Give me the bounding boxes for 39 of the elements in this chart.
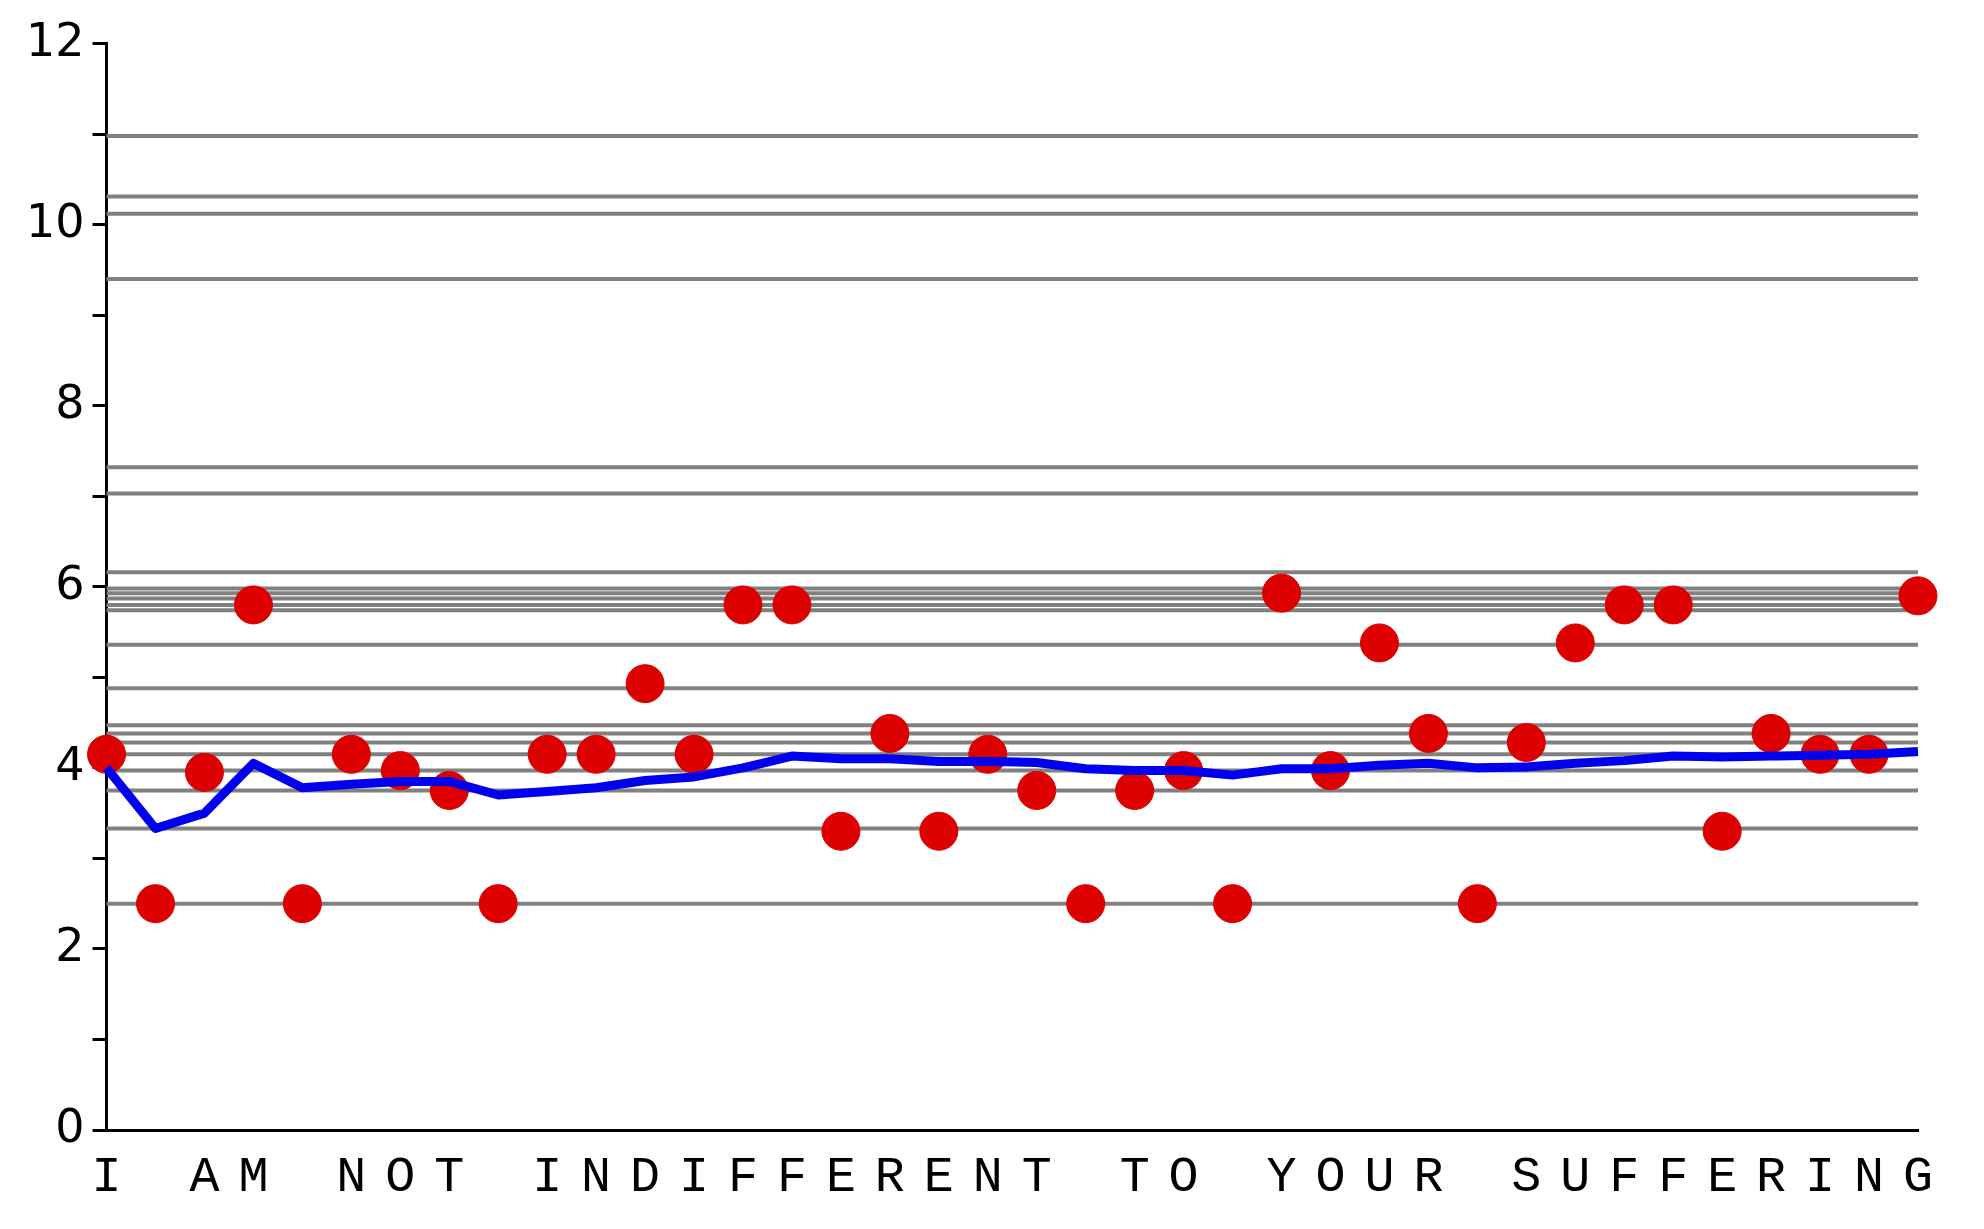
x-tick-label: U [1364, 1149, 1395, 1207]
x-tick-label: D [630, 1149, 661, 1207]
x-tick-label: F [727, 1149, 758, 1207]
x-tick-label: R [1413, 1149, 1444, 1207]
x-tick-label: F [776, 1149, 807, 1207]
x-tick-label: N [1854, 1149, 1885, 1207]
y-tick-label: 10 [25, 193, 85, 248]
x-tick-label: R [874, 1149, 905, 1207]
x-tick-label: A [189, 1149, 220, 1207]
x-tick-label: N [972, 1149, 1003, 1207]
y-tick-label: 12 [25, 12, 85, 67]
x-tick-label: I [91, 1149, 122, 1207]
x-tick-label: Y [1266, 1149, 1297, 1207]
x-tick-label: I [1805, 1149, 1836, 1207]
x-tick-label: N [581, 1149, 612, 1207]
x-tick-label: I [679, 1149, 710, 1207]
x-tick-label: M [238, 1149, 269, 1207]
x-tick-label: G [1902, 1149, 1934, 1207]
x-tick-label: E [1707, 1149, 1738, 1207]
x-tick-label: S [1511, 1149, 1542, 1207]
x-tick-label: T [1119, 1149, 1150, 1207]
y-tick-label: 2 [55, 917, 85, 972]
y-tick-label: 8 [55, 374, 85, 429]
x-tick-label: O [1315, 1149, 1346, 1207]
y-tick-label: 6 [55, 555, 85, 610]
x-tick-label: F [1609, 1149, 1640, 1207]
x-tick-label: T [434, 1149, 465, 1207]
x-tick-label: F [1658, 1149, 1689, 1207]
x-tick-label: O [385, 1149, 416, 1207]
x-tick-label: E [825, 1149, 856, 1207]
y-tick-label: 0 [55, 1098, 85, 1153]
x-tick-label: I [532, 1149, 563, 1207]
x-tick-label: O [1168, 1149, 1199, 1207]
x-tick-label: N [336, 1149, 367, 1207]
x-tick-label: T [1021, 1149, 1052, 1207]
x-tick-label: R [1756, 1149, 1787, 1207]
x-tick-label: E [923, 1149, 954, 1207]
x-tick-label: U [1560, 1149, 1591, 1207]
y-tick-label: 4 [55, 736, 85, 791]
